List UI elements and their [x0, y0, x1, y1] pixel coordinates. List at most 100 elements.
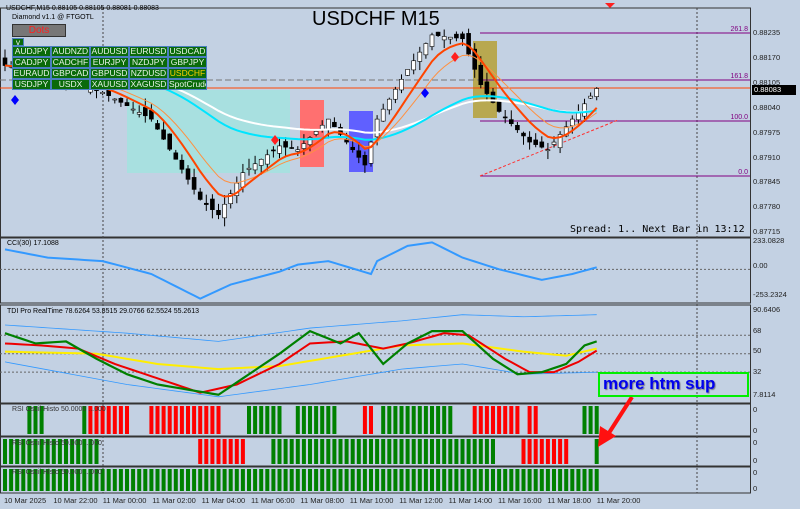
rsi-histo-bar — [491, 406, 495, 434]
symbol-button-audjpy[interactable]: AUDJPY — [12, 46, 51, 57]
rsi-histo-bar — [137, 469, 142, 491]
v-button[interactable]: v — [12, 38, 24, 46]
rsi-histo-bar — [186, 406, 190, 434]
rsi-histo-bar — [155, 406, 160, 434]
rsi-histo-bar — [27, 439, 32, 464]
rsi-histo-bar — [430, 406, 434, 434]
symbol-button-usdx[interactable]: USDX — [51, 79, 90, 90]
rsi-histo-bar — [125, 469, 129, 491]
candle-body — [271, 149, 276, 152]
rsi-histo-bar — [558, 439, 563, 464]
candle-body — [374, 118, 380, 138]
rsi-histo-bar — [454, 439, 459, 464]
candle-body — [539, 141, 545, 148]
rsi-histo-bar — [582, 406, 587, 434]
arrow-head-icon — [598, 426, 616, 447]
rsi-histo-bar — [179, 469, 184, 491]
rsi-histo-bar — [362, 469, 367, 491]
symbol-button-audusd[interactable]: AUDUSD — [90, 46, 129, 57]
rsi-axis-label: 0 — [753, 426, 758, 435]
promo-callout: more htm sup — [598, 372, 749, 397]
rsi-histo-bar — [216, 469, 221, 491]
time-axis-label: 11 Mar 08:00 — [300, 496, 345, 505]
rsi-histo-bar — [228, 469, 233, 491]
rsi-histo-bar — [192, 406, 197, 434]
rsi-histo-bar — [491, 469, 495, 491]
rsi-histo-bar — [369, 406, 373, 434]
candle-body — [167, 133, 172, 150]
rsi-histo-bar — [326, 469, 331, 491]
rsi-histo-bar — [33, 406, 38, 434]
rsi-histo-bar — [332, 469, 337, 491]
rsi-histo-bar — [9, 469, 14, 491]
symbol-button-eurusd[interactable]: EURUSD — [129, 46, 168, 57]
diamond-icon — [451, 52, 459, 62]
candle-body — [246, 167, 252, 170]
rsi-histo-bar — [417, 469, 422, 491]
rsi-histo-bar — [39, 439, 44, 464]
price-axis-label: 0.88235 — [753, 28, 781, 37]
symbol-button-gbpjpy[interactable]: GBPJPY — [168, 57, 207, 68]
symbol-button-eurjpy[interactable]: EURJPY — [90, 57, 129, 68]
candle-body — [325, 118, 331, 130]
rsi-histo-bar — [369, 469, 373, 491]
candle-body — [173, 152, 179, 160]
dots-button[interactable]: Dots — [12, 24, 66, 37]
rsi-histo-bar — [564, 469, 569, 491]
candle-body — [228, 193, 233, 205]
symbol-button-gbpusd[interactable]: GBPUSD — [90, 68, 129, 79]
symbol-button-usdjpy[interactable]: USDJPY — [12, 79, 51, 90]
symbol-button-spotcrude[interactable]: SpotCrude — [168, 79, 207, 90]
rsi-histo-bar — [436, 439, 441, 464]
time-axis-label: 11 Mar 16:00 — [498, 496, 542, 505]
price-axis-label: 0.87780 — [753, 202, 781, 212]
rsi-histo-bar — [448, 406, 453, 434]
candle-body — [197, 191, 203, 200]
rsi-histo-bar — [265, 469, 270, 491]
rsi-histo-bar — [545, 469, 550, 491]
rsi-histo-bar — [326, 439, 331, 464]
symbol-button-cadjpy[interactable]: CADJPY — [12, 57, 51, 68]
rsi-histo-bar — [497, 406, 502, 434]
candle-body — [289, 147, 295, 149]
symbol-button-usdcad[interactable]: USDCAD — [168, 46, 207, 57]
symbol-button-xauusd[interactable]: XAUUSD — [90, 79, 129, 90]
symbol-button-audnzd[interactable]: AUDNZD — [51, 46, 90, 57]
rsi-histo-bar — [82, 469, 87, 491]
symbol-button-gbpcad[interactable]: GBPCAD — [51, 68, 90, 79]
rsi-histo-bar — [320, 439, 325, 464]
rsi-histo-bar — [259, 406, 264, 434]
panel-border-0 — [0, 7, 751, 238]
rsi-histo-bar — [375, 439, 380, 464]
symbol-button-usdchf[interactable]: USDCHF — [168, 68, 207, 79]
cci-axis-label: 233.0828 — [753, 236, 785, 245]
rsi-histo-bar — [393, 439, 398, 464]
candle-body — [301, 143, 307, 149]
rsi-histo-bar — [70, 439, 75, 464]
rsi-histo-bar — [332, 406, 337, 434]
rsi-histo-bar — [521, 469, 526, 491]
rsi-histo-bar — [552, 439, 556, 464]
rsi-histo-bar — [100, 406, 105, 434]
candle-body — [143, 107, 148, 117]
symbol-button-nzdjpy[interactable]: NZDJPY — [129, 57, 168, 68]
rsi-histo-bar — [588, 406, 593, 434]
symbol-button-nzdusd[interactable]: NZDUSD — [129, 68, 168, 79]
rsi-histo-bar — [76, 439, 81, 464]
symbol-button-euraud[interactable]: EURAUD — [12, 68, 51, 79]
rsi-histo-bar — [161, 406, 166, 434]
candle-body — [386, 98, 392, 111]
time-axis-label: 11 Mar 18:00 — [547, 496, 592, 505]
rsi-histo-bar — [387, 406, 392, 434]
time-axis-label: 11 Mar 14:00 — [448, 496, 493, 505]
rsi-histo-bar — [253, 406, 258, 434]
symbol-button-cadchf[interactable]: CADCHF — [51, 57, 90, 68]
symbol-button-xagusd[interactable]: XAGUSD — [129, 79, 168, 90]
rsi-histo-bar — [393, 469, 398, 491]
tdi-lower-band — [4, 361, 597, 398]
rsi-histo-bar — [295, 406, 300, 434]
rsi-histo-bar — [442, 469, 447, 491]
rsi-histo-bar — [478, 406, 483, 434]
rsi-histo-bar — [381, 406, 386, 434]
rsi-histo-bar — [88, 439, 93, 464]
